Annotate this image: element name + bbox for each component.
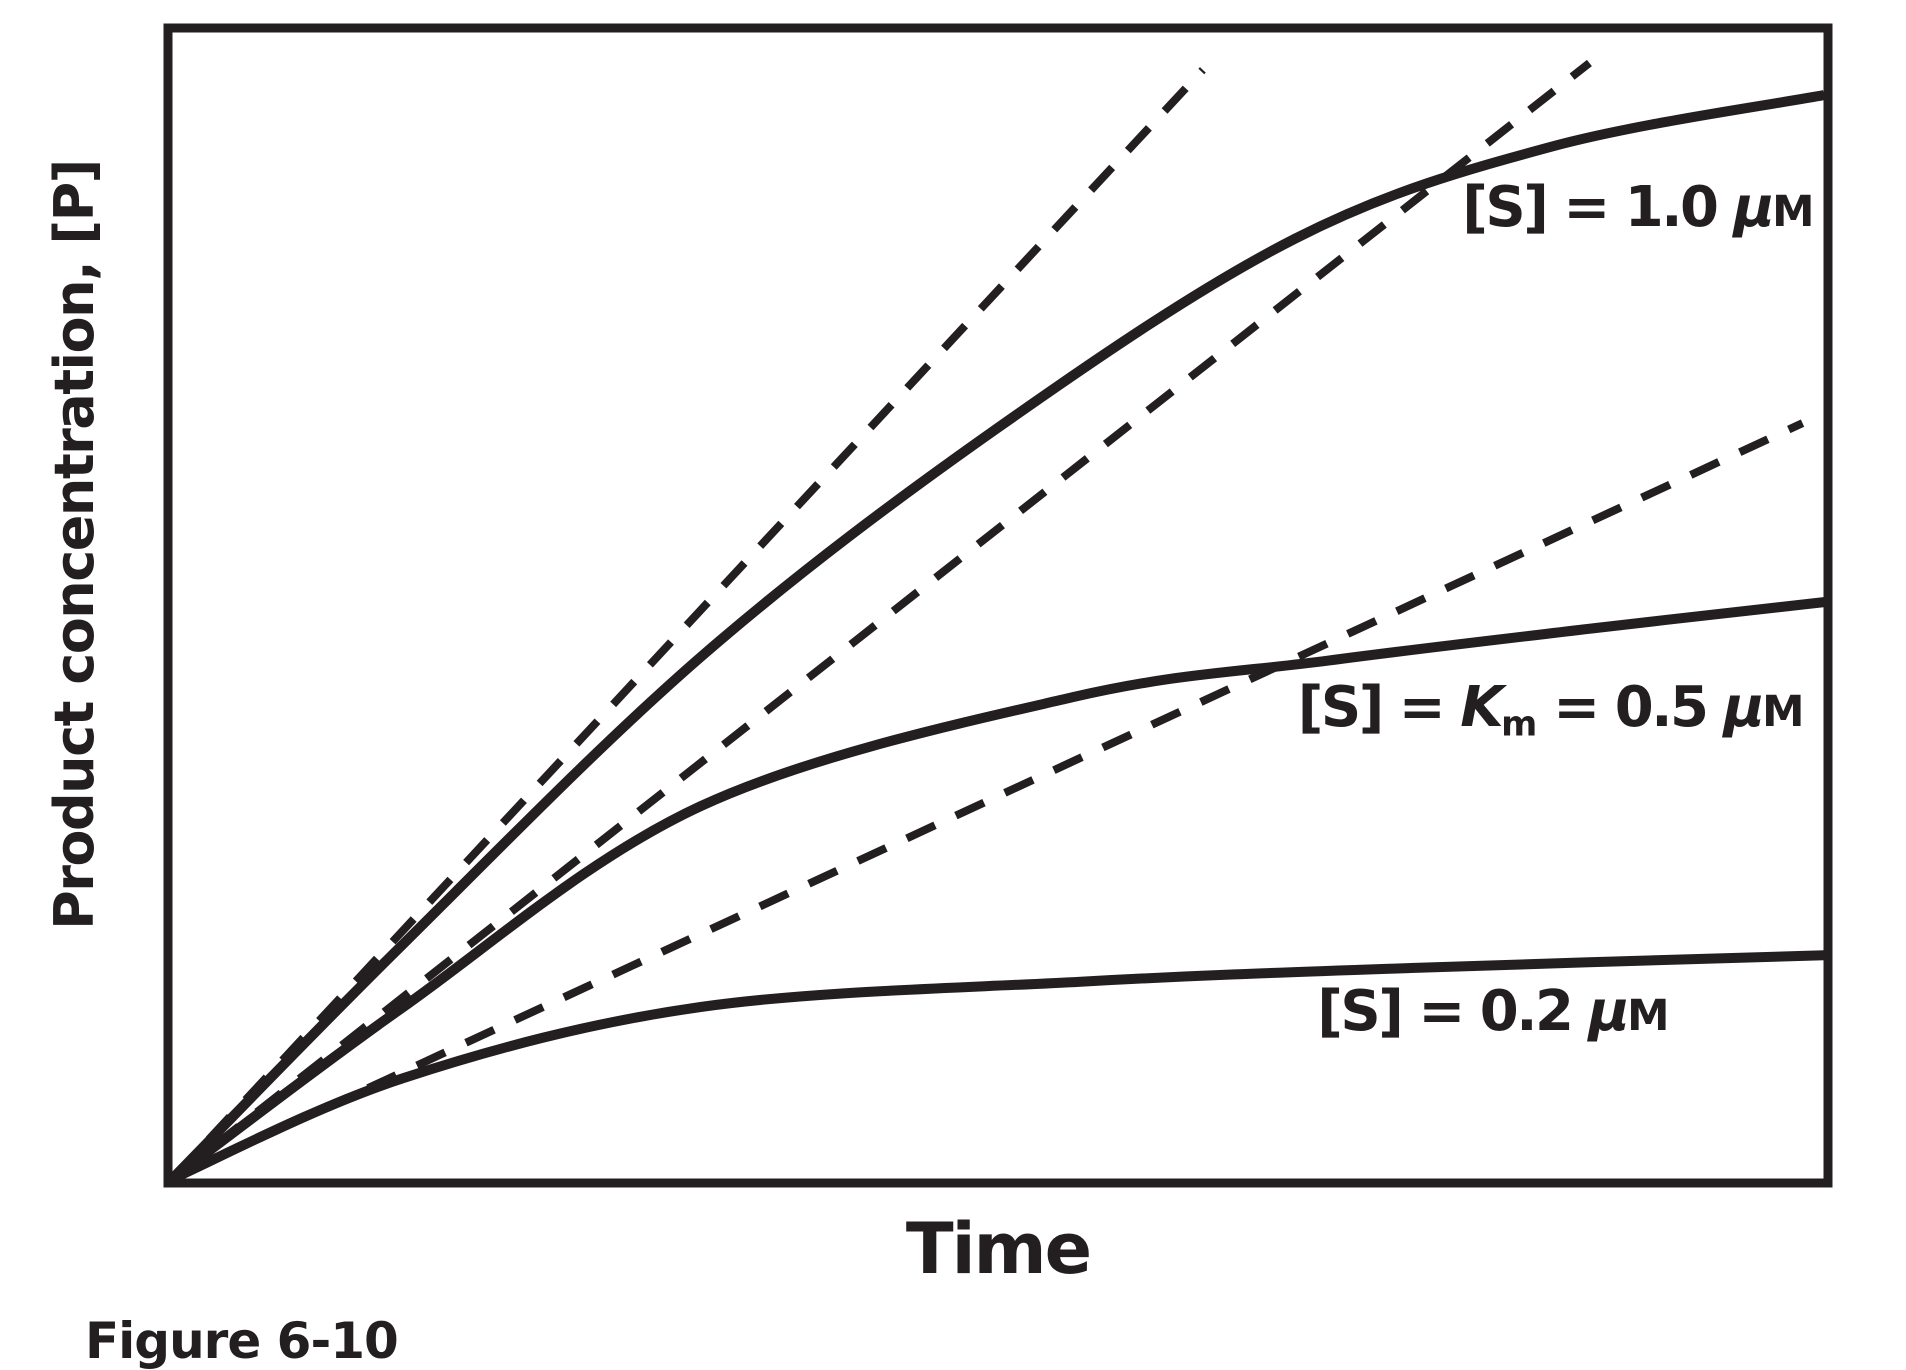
mu-symbol: μ — [1588, 979, 1629, 1044]
curve-label-s-0.5-value: = 0.5 — [1536, 675, 1724, 740]
initial-velocity-tangent-s-1-0 — [169, 67, 1206, 1182]
molar-unit: M — [1627, 991, 1669, 1041]
y-axis-label-text: Product concentration, [P] — [43, 160, 106, 930]
x-axis-label-text: Time — [905, 1208, 1092, 1290]
curve-label-s-1.0: [S] = 1.0 μM — [1462, 180, 1814, 237]
y-axis-label: Product concentration, [P] — [43, 160, 106, 930]
initial-velocity-tangent-s-0-5 — [169, 59, 1592, 1183]
figure-6-10: Product concentration, [P] Time [S] = 1.… — [43, 23, 1833, 1366]
km-symbol: K — [1460, 675, 1503, 740]
curve-label-s-0.5-text: [S] = — [1297, 675, 1461, 740]
curve-label-s-0.5: [S] = Km = 0.5 μM — [1298, 680, 1805, 745]
mu-symbol: μ — [1723, 675, 1764, 740]
x-axis-label: Time — [172, 1214, 1824, 1284]
km-subscript: m — [1501, 704, 1537, 745]
molar-unit: M — [1772, 187, 1814, 237]
progress-curve-s-1-0 — [168, 90, 1825, 1183]
plot-frame — [163, 23, 1833, 1188]
curves-layer — [168, 59, 1825, 1184]
figure-caption: Figure 6-10 — [85, 1312, 399, 1370]
progress-curve-s-0-5 — [169, 597, 1825, 1184]
kinetics-plot-canvas — [163, 23, 1833, 1188]
progress-curve-s-0-2 — [169, 950, 1825, 1184]
mu-symbol: μ — [1733, 175, 1774, 240]
curve-label-s-0.2-text: [S] = 0.2 — [1317, 979, 1589, 1044]
initial-velocity-tangent-s-0-2 — [170, 419, 1805, 1183]
molar-unit: M — [1762, 687, 1804, 737]
curve-label-s-1.0-text: [S] = 1.0 — [1462, 175, 1734, 240]
curve-label-s-0.2: [S] = 0.2 μM — [1317, 984, 1669, 1041]
